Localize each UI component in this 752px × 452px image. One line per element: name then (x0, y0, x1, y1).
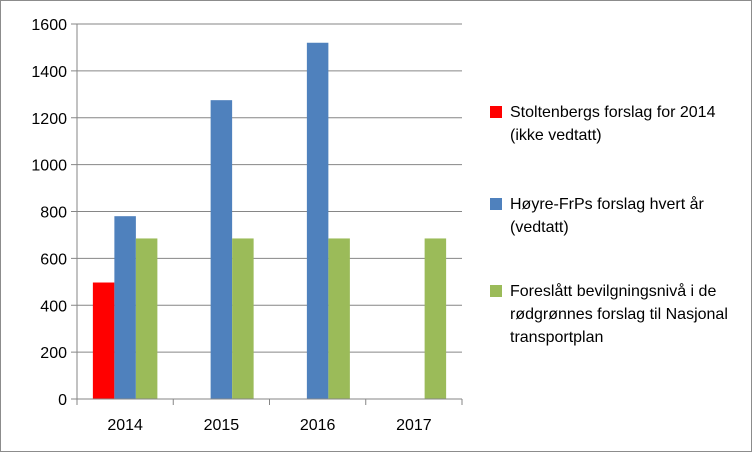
legend-label-rodgronne: Foreslått bevilgningsnivå i de rødgrønne… (510, 280, 740, 349)
bar-hoyre-frp-2016 (307, 43, 329, 399)
bar-rodgronne-2015 (232, 238, 254, 399)
legend-swatch-green (490, 285, 502, 297)
y-tick-label: 1000 (31, 158, 67, 175)
bar-hoyre-frp-2014 (114, 216, 136, 399)
bar-rodgronne-2016 (328, 238, 350, 399)
bar-rodgronne-2014 (136, 238, 158, 399)
y-tick-label: 1600 (31, 17, 67, 34)
bar-rodgronne-2017 (425, 238, 447, 399)
bar-hoyre-frp-2015 (211, 100, 233, 399)
legend-label-hoyre-frp: Høyre-FrPs forslag hvert år (vedtatt) (510, 193, 740, 239)
x-tick-label-2016: 2016 (300, 417, 336, 434)
x-tick-label-2014: 2014 (107, 417, 143, 434)
x-tick-label-2015: 2015 (204, 417, 240, 434)
legend-swatch-red (490, 106, 502, 118)
y-tick-label: 1400 (31, 64, 67, 81)
y-tick-label: 600 (40, 251, 67, 268)
y-tick-label: 200 (40, 345, 67, 362)
bar-stoltenberg-2014 (93, 283, 115, 399)
legend: Stoltenbergs forslag for 2014 (ikke vedt… (490, 0, 740, 452)
legend-label-stoltenberg: Stoltenbergs forslag for 2014 (ikke vedt… (510, 101, 740, 147)
y-tick-label: 400 (40, 298, 67, 315)
legend-swatch-blue (490, 198, 502, 210)
x-tick-label-2017: 2017 (396, 417, 432, 434)
y-tick-label: 800 (40, 205, 67, 222)
y-tick-label: 0 (58, 392, 67, 409)
bars (93, 43, 446, 399)
x-axis-tick-labels: 2014 2015 2016 2017 (107, 417, 431, 434)
y-axis-tick-labels: 0 200 400 600 800 1000 1200 1400 1600 (31, 17, 67, 409)
y-tick-label: 1200 (31, 111, 67, 128)
